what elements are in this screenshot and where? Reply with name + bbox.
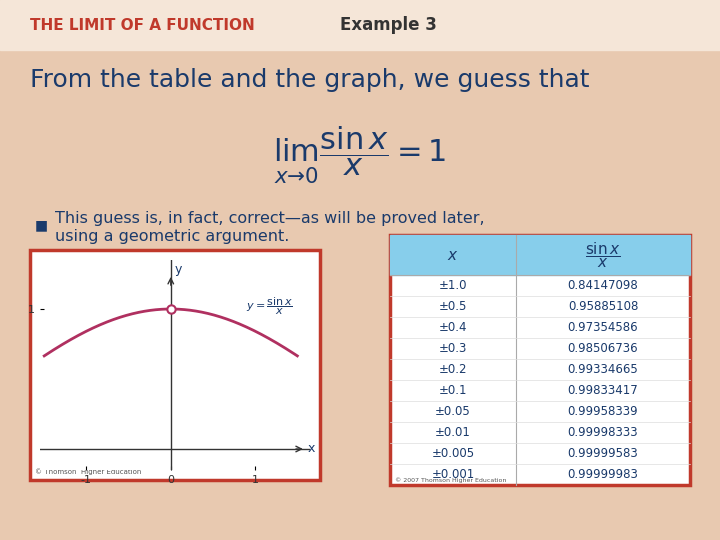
Text: $\dfrac{\sin x}{x}$: $\dfrac{\sin x}{x}$ <box>585 240 621 270</box>
Text: © Thomson  Higher Education: © Thomson Higher Education <box>35 468 141 475</box>
Text: THE LIMIT OF A FUNCTION: THE LIMIT OF A FUNCTION <box>30 17 255 32</box>
Text: $x$: $x$ <box>447 247 459 262</box>
Text: ±0.4: ±0.4 <box>438 321 467 334</box>
Text: ±0.01: ±0.01 <box>435 426 471 439</box>
Text: y: y <box>174 264 181 276</box>
Text: ±0.1: ±0.1 <box>438 384 467 397</box>
Text: using a geometric argument.: using a geometric argument. <box>55 230 289 245</box>
Text: 0.97354586: 0.97354586 <box>567 321 639 334</box>
Text: 0.99833417: 0.99833417 <box>567 384 639 397</box>
Text: $y = \dfrac{\sin x}{x}$: $y = \dfrac{\sin x}{x}$ <box>246 295 293 317</box>
Text: ±0.005: ±0.005 <box>431 447 474 460</box>
FancyBboxPatch shape <box>390 235 690 485</box>
Text: 0.99334665: 0.99334665 <box>567 363 639 376</box>
Text: ±0.001: ±0.001 <box>431 468 474 481</box>
Text: 0.99998333: 0.99998333 <box>567 426 639 439</box>
Bar <box>0 0 720 50</box>
FancyBboxPatch shape <box>30 250 320 480</box>
Text: x: x <box>307 442 315 456</box>
Text: Example 3: Example 3 <box>340 16 437 34</box>
Text: 0.95885108: 0.95885108 <box>568 300 638 313</box>
Text: ±1.0: ±1.0 <box>438 279 467 292</box>
Text: ±0.3: ±0.3 <box>438 342 467 355</box>
Text: ±0.5: ±0.5 <box>438 300 467 313</box>
Text: ±0.05: ±0.05 <box>435 405 471 418</box>
Text: This guess is, in fact, correct—as will be proved later,: This guess is, in fact, correct—as will … <box>55 211 485 226</box>
Text: 0.98506736: 0.98506736 <box>567 342 639 355</box>
Text: © 2007 Thomson Higher Education: © 2007 Thomson Higher Education <box>395 477 506 483</box>
Text: 0.99999583: 0.99999583 <box>567 447 639 460</box>
Text: From the table and the graph, we guess that: From the table and the graph, we guess t… <box>30 68 590 92</box>
Text: 0.99958339: 0.99958339 <box>567 405 639 418</box>
Text: 0.84147098: 0.84147098 <box>567 279 639 292</box>
Bar <box>390 235 690 275</box>
Text: ■: ■ <box>35 218 48 232</box>
Text: 0.99999983: 0.99999983 <box>567 468 639 481</box>
Text: $\lim_{x \to 0} \dfrac{\sin x}{x} = 1$: $\lim_{x \to 0} \dfrac{\sin x}{x} = 1$ <box>274 124 446 186</box>
Text: ±0.2: ±0.2 <box>438 363 467 376</box>
